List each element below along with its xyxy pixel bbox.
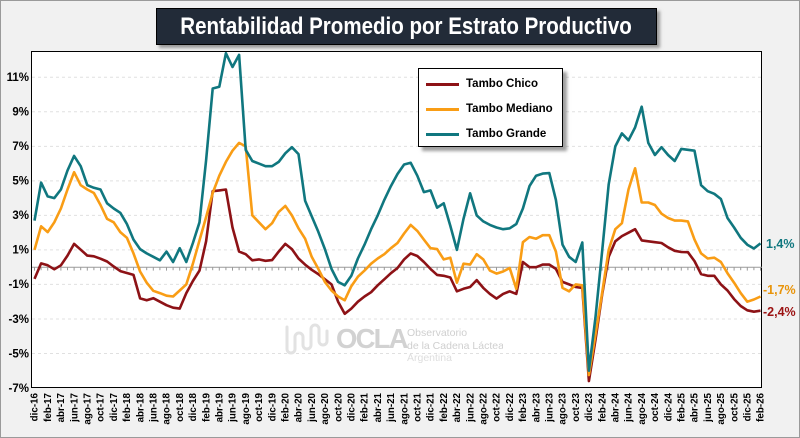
svg-text:oct-21: oct-21 [413, 392, 424, 421]
svg-text:-5%: -5% [9, 348, 29, 360]
svg-text:jun-22: jun-22 [465, 392, 476, 422]
svg-text:dic-21: dic-21 [426, 392, 437, 421]
svg-text:feb-26: feb-26 [756, 392, 767, 421]
svg-text:oct-24: oct-24 [650, 392, 661, 421]
svg-text:jun-20: jun-20 [307, 392, 318, 422]
svg-text:oct-19: oct-19 [254, 392, 265, 421]
svg-text:oct-17: oct-17 [96, 392, 107, 421]
svg-text:5%: 5% [12, 176, 29, 188]
svg-text:dic-22: dic-22 [505, 392, 516, 421]
svg-text:dic-25: dic-25 [743, 392, 754, 421]
svg-text:ago-19: ago-19 [241, 392, 252, 424]
svg-text:-7%: -7% [9, 383, 29, 395]
svg-text:jun-18: jun-18 [149, 392, 160, 422]
svg-text:ago-18: ago-18 [162, 392, 173, 424]
svg-text:oct-22: oct-22 [492, 392, 503, 421]
svg-text:7%: 7% [12, 141, 29, 153]
svg-text:jun-19: jun-19 [228, 392, 239, 422]
svg-text:oct-18: oct-18 [175, 392, 186, 421]
svg-text:abr-17: abr-17 [56, 392, 67, 422]
svg-text:Observatorio: Observatorio [407, 327, 467, 339]
svg-text:abr-23: abr-23 [531, 392, 542, 422]
svg-text:dic-18: dic-18 [188, 392, 199, 421]
svg-text:dic-23: dic-23 [584, 392, 595, 421]
svg-text:jun-21: jun-21 [386, 392, 397, 422]
svg-text:abr-19: abr-19 [215, 392, 226, 422]
svg-text:feb-25: feb-25 [677, 392, 688, 421]
svg-text:dic-17: dic-17 [109, 392, 120, 421]
svg-text:ago-22: ago-22 [479, 392, 490, 424]
svg-text:ago-21: ago-21 [399, 392, 410, 424]
svg-text:jun-25: jun-25 [703, 392, 714, 422]
svg-text:feb-19: feb-19 [201, 392, 212, 421]
svg-text:jun-17: jun-17 [69, 392, 80, 422]
svg-text:feb-24: feb-24 [597, 392, 608, 421]
svg-text:oct-20: oct-20 [333, 392, 344, 421]
svg-text:abr-20: abr-20 [294, 392, 305, 422]
svg-text:11%: 11% [7, 72, 29, 84]
svg-text:abr-24: abr-24 [611, 392, 622, 422]
svg-text:feb-17: feb-17 [43, 392, 54, 421]
svg-text:abr-25: abr-25 [690, 392, 701, 422]
svg-text:abr-18: abr-18 [135, 392, 146, 422]
svg-text:ago-20: ago-20 [320, 392, 331, 424]
svg-text:abr-21: abr-21 [373, 392, 384, 422]
svg-text:1%: 1% [12, 245, 29, 257]
svg-text:ago-23: ago-23 [558, 392, 569, 424]
svg-text:Argentina: Argentina [407, 352, 452, 364]
svg-text:oct-25: oct-25 [729, 392, 740, 421]
svg-text:de la Cadena Láctea: de la Cadena Láctea [407, 340, 503, 352]
svg-text:jun-23: jun-23 [545, 392, 556, 422]
svg-text:oct-23: oct-23 [571, 392, 582, 421]
svg-text:feb-22: feb-22 [439, 392, 450, 421]
svg-text:ago-24: ago-24 [637, 392, 648, 424]
svg-text:feb-21: feb-21 [360, 392, 371, 421]
svg-text:dic-16: dic-16 [30, 392, 41, 421]
svg-text:dic-20: dic-20 [347, 392, 358, 421]
svg-text:9%: 9% [12, 107, 29, 119]
svg-text:abr-22: abr-22 [452, 392, 463, 422]
svg-text:ago-17: ago-17 [83, 392, 94, 424]
svg-text:OCLA: OCLA [336, 323, 409, 354]
svg-text:jun-24: jun-24 [624, 392, 635, 422]
svg-text:feb-18: feb-18 [122, 392, 133, 421]
svg-text:-1%: -1% [9, 279, 29, 291]
svg-text:dic-19: dic-19 [267, 392, 278, 421]
svg-text:feb-20: feb-20 [281, 392, 292, 421]
svg-text:-3%: -3% [9, 314, 29, 326]
svg-text:dic-24: dic-24 [663, 392, 674, 421]
svg-text:ago-25: ago-25 [716, 392, 727, 424]
svg-text:feb-23: feb-23 [518, 392, 529, 421]
svg-text:3%: 3% [12, 210, 29, 222]
